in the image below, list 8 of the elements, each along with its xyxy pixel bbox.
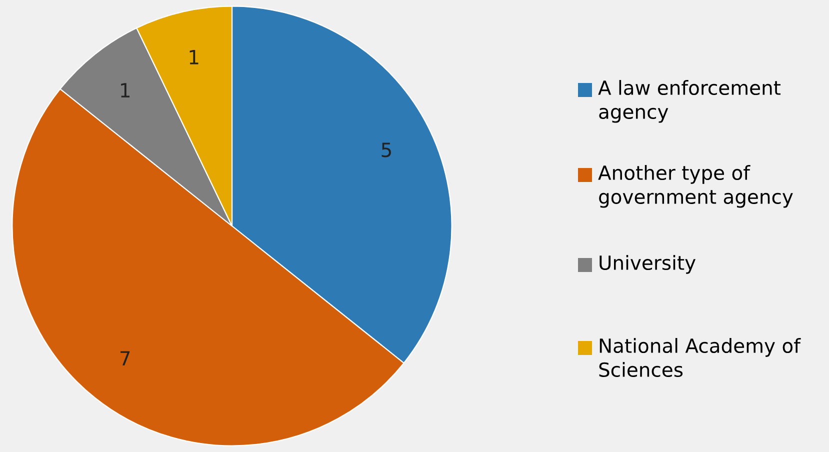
legend-label: A law enforcement agency [598,80,781,123]
data-label: 1 [121,83,130,98]
data-label: 1 [190,50,198,64]
legend-label: Another type of government agency [598,165,793,208]
data-label: 5 [382,142,391,158]
legend-label: National Academy of Sciences [599,338,801,378]
legend-label: University [600,255,696,274]
data-label: 7 [120,351,130,366]
